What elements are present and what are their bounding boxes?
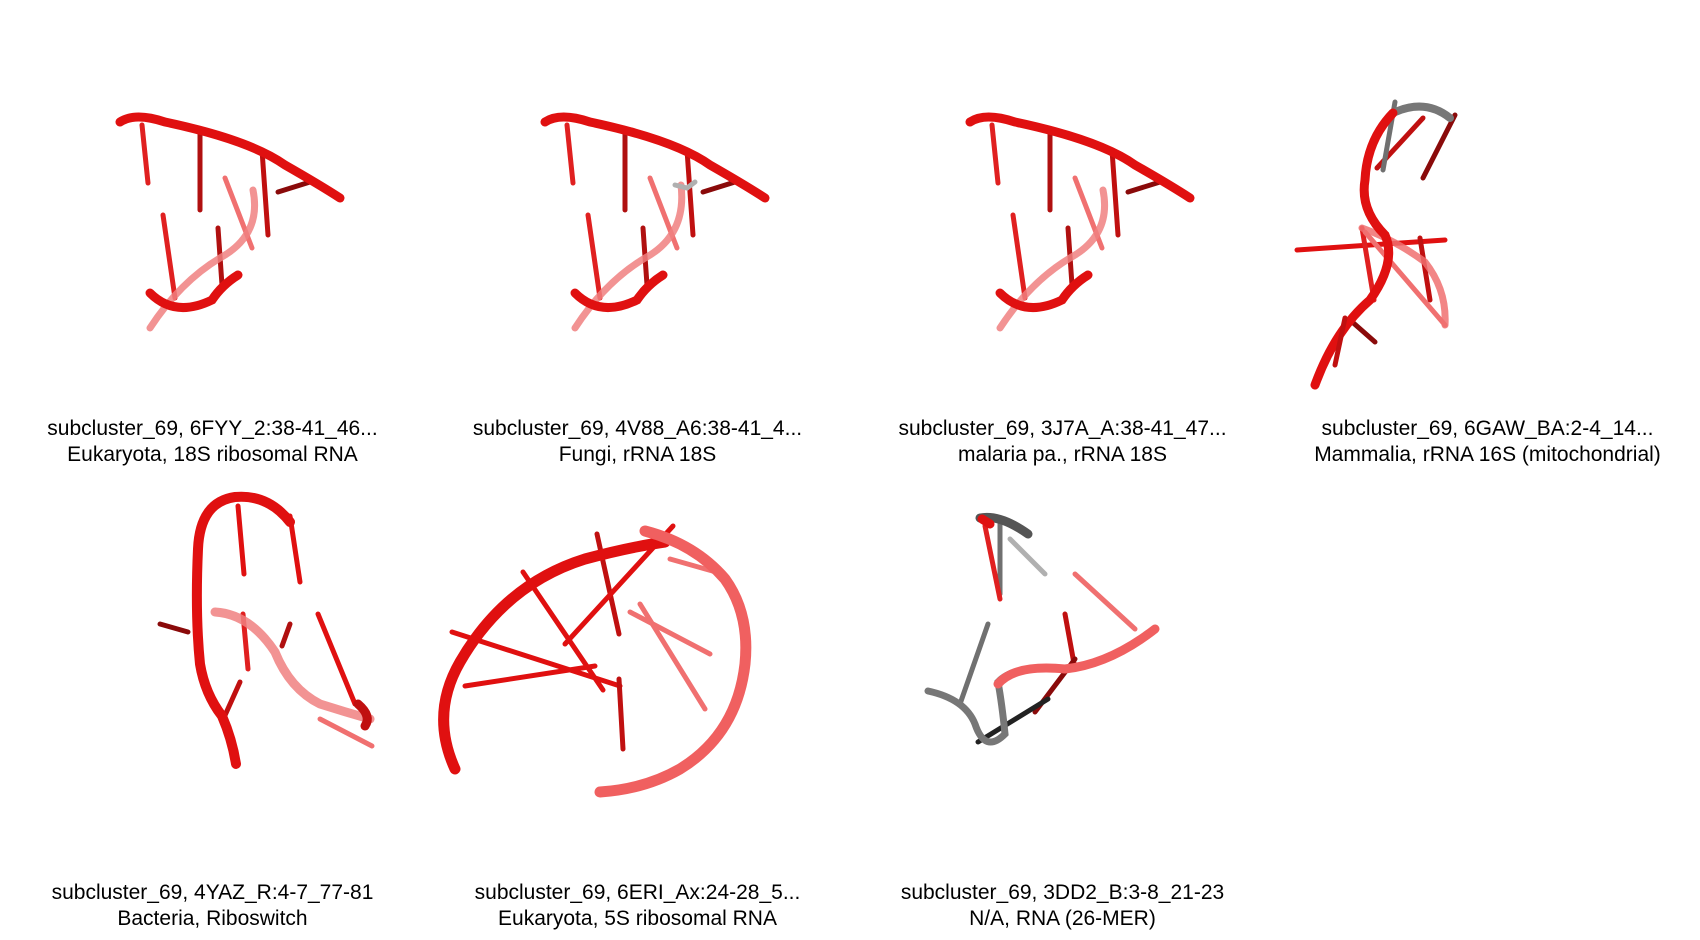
structure-panel-2: subcluster_69, 4V88_A6:38-41_4... Fungi,… [425, 0, 850, 470]
rna-structure-image-5 [157, 491, 375, 769]
rna-structure-image-7 [924, 512, 1160, 746]
panel-title: subcluster_69, 4V88_A6:38-41_4... [472, 417, 803, 440]
panel-subtitle: N/A, RNA (26-MER) [969, 907, 1156, 930]
structure-panel-6: subcluster_69, 6ERI_Ax:24-28_5... Eukary… [425, 464, 850, 934]
rna-structure-image-1 [115, 112, 345, 332]
structure-panel-1: subcluster_69, 6FYY_2:38-41_46... Eukary… [0, 0, 425, 470]
panel-subtitle: Eukaryota, 18S ribosomal RNA [67, 443, 358, 466]
panel-subtitle: Mammalia, rRNA 16S (mitochondrial) [1314, 443, 1661, 466]
panel-title: subcluster_69, 6FYY_2:38-41_46... [47, 417, 378, 440]
panel-title: subcluster_69, 3DD2_B:3-8_21-23 [900, 881, 1225, 904]
structure-panel-5: subcluster_69, 4YAZ_R:4-7_77-81 Bacteria… [0, 464, 425, 934]
rna-structure-image-6 [438, 523, 752, 798]
structure-panel-7: subcluster_69, 3DD2_B:3-8_21-23 N/A, RNA… [850, 464, 1275, 934]
panel-title: subcluster_69, 6GAW_BA:2-4_14... [1321, 417, 1654, 440]
structure-panel-4: subcluster_69, 6GAW_BA:2-4_14... Mammali… [1275, 0, 1700, 470]
structure-panel-3: subcluster_69, 3J7A_A:38-41_47... malari… [850, 0, 1275, 470]
rna-structure-image-4 [1294, 99, 1458, 390]
rna-structure-image-2 [540, 112, 770, 332]
panel-subtitle: Eukaryota, 5S ribosomal RNA [498, 907, 777, 930]
panel-title: subcluster_69, 3J7A_A:38-41_47... [898, 417, 1227, 440]
panel-title: subcluster_69, 6ERI_Ax:24-28_5... [474, 881, 801, 904]
panel-title: subcluster_69, 4YAZ_R:4-7_77-81 [51, 881, 374, 904]
panel-subtitle: malaria pa., rRNA 18S [958, 443, 1167, 466]
rna-structure-image-3 [965, 112, 1195, 332]
panel-subtitle: Bacteria, Riboswitch [117, 907, 308, 930]
panel-subtitle: Fungi, rRNA 18S [558, 443, 717, 466]
